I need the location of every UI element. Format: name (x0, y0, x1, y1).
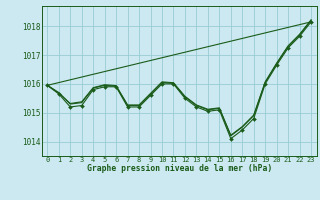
X-axis label: Graphe pression niveau de la mer (hPa): Graphe pression niveau de la mer (hPa) (87, 164, 272, 173)
